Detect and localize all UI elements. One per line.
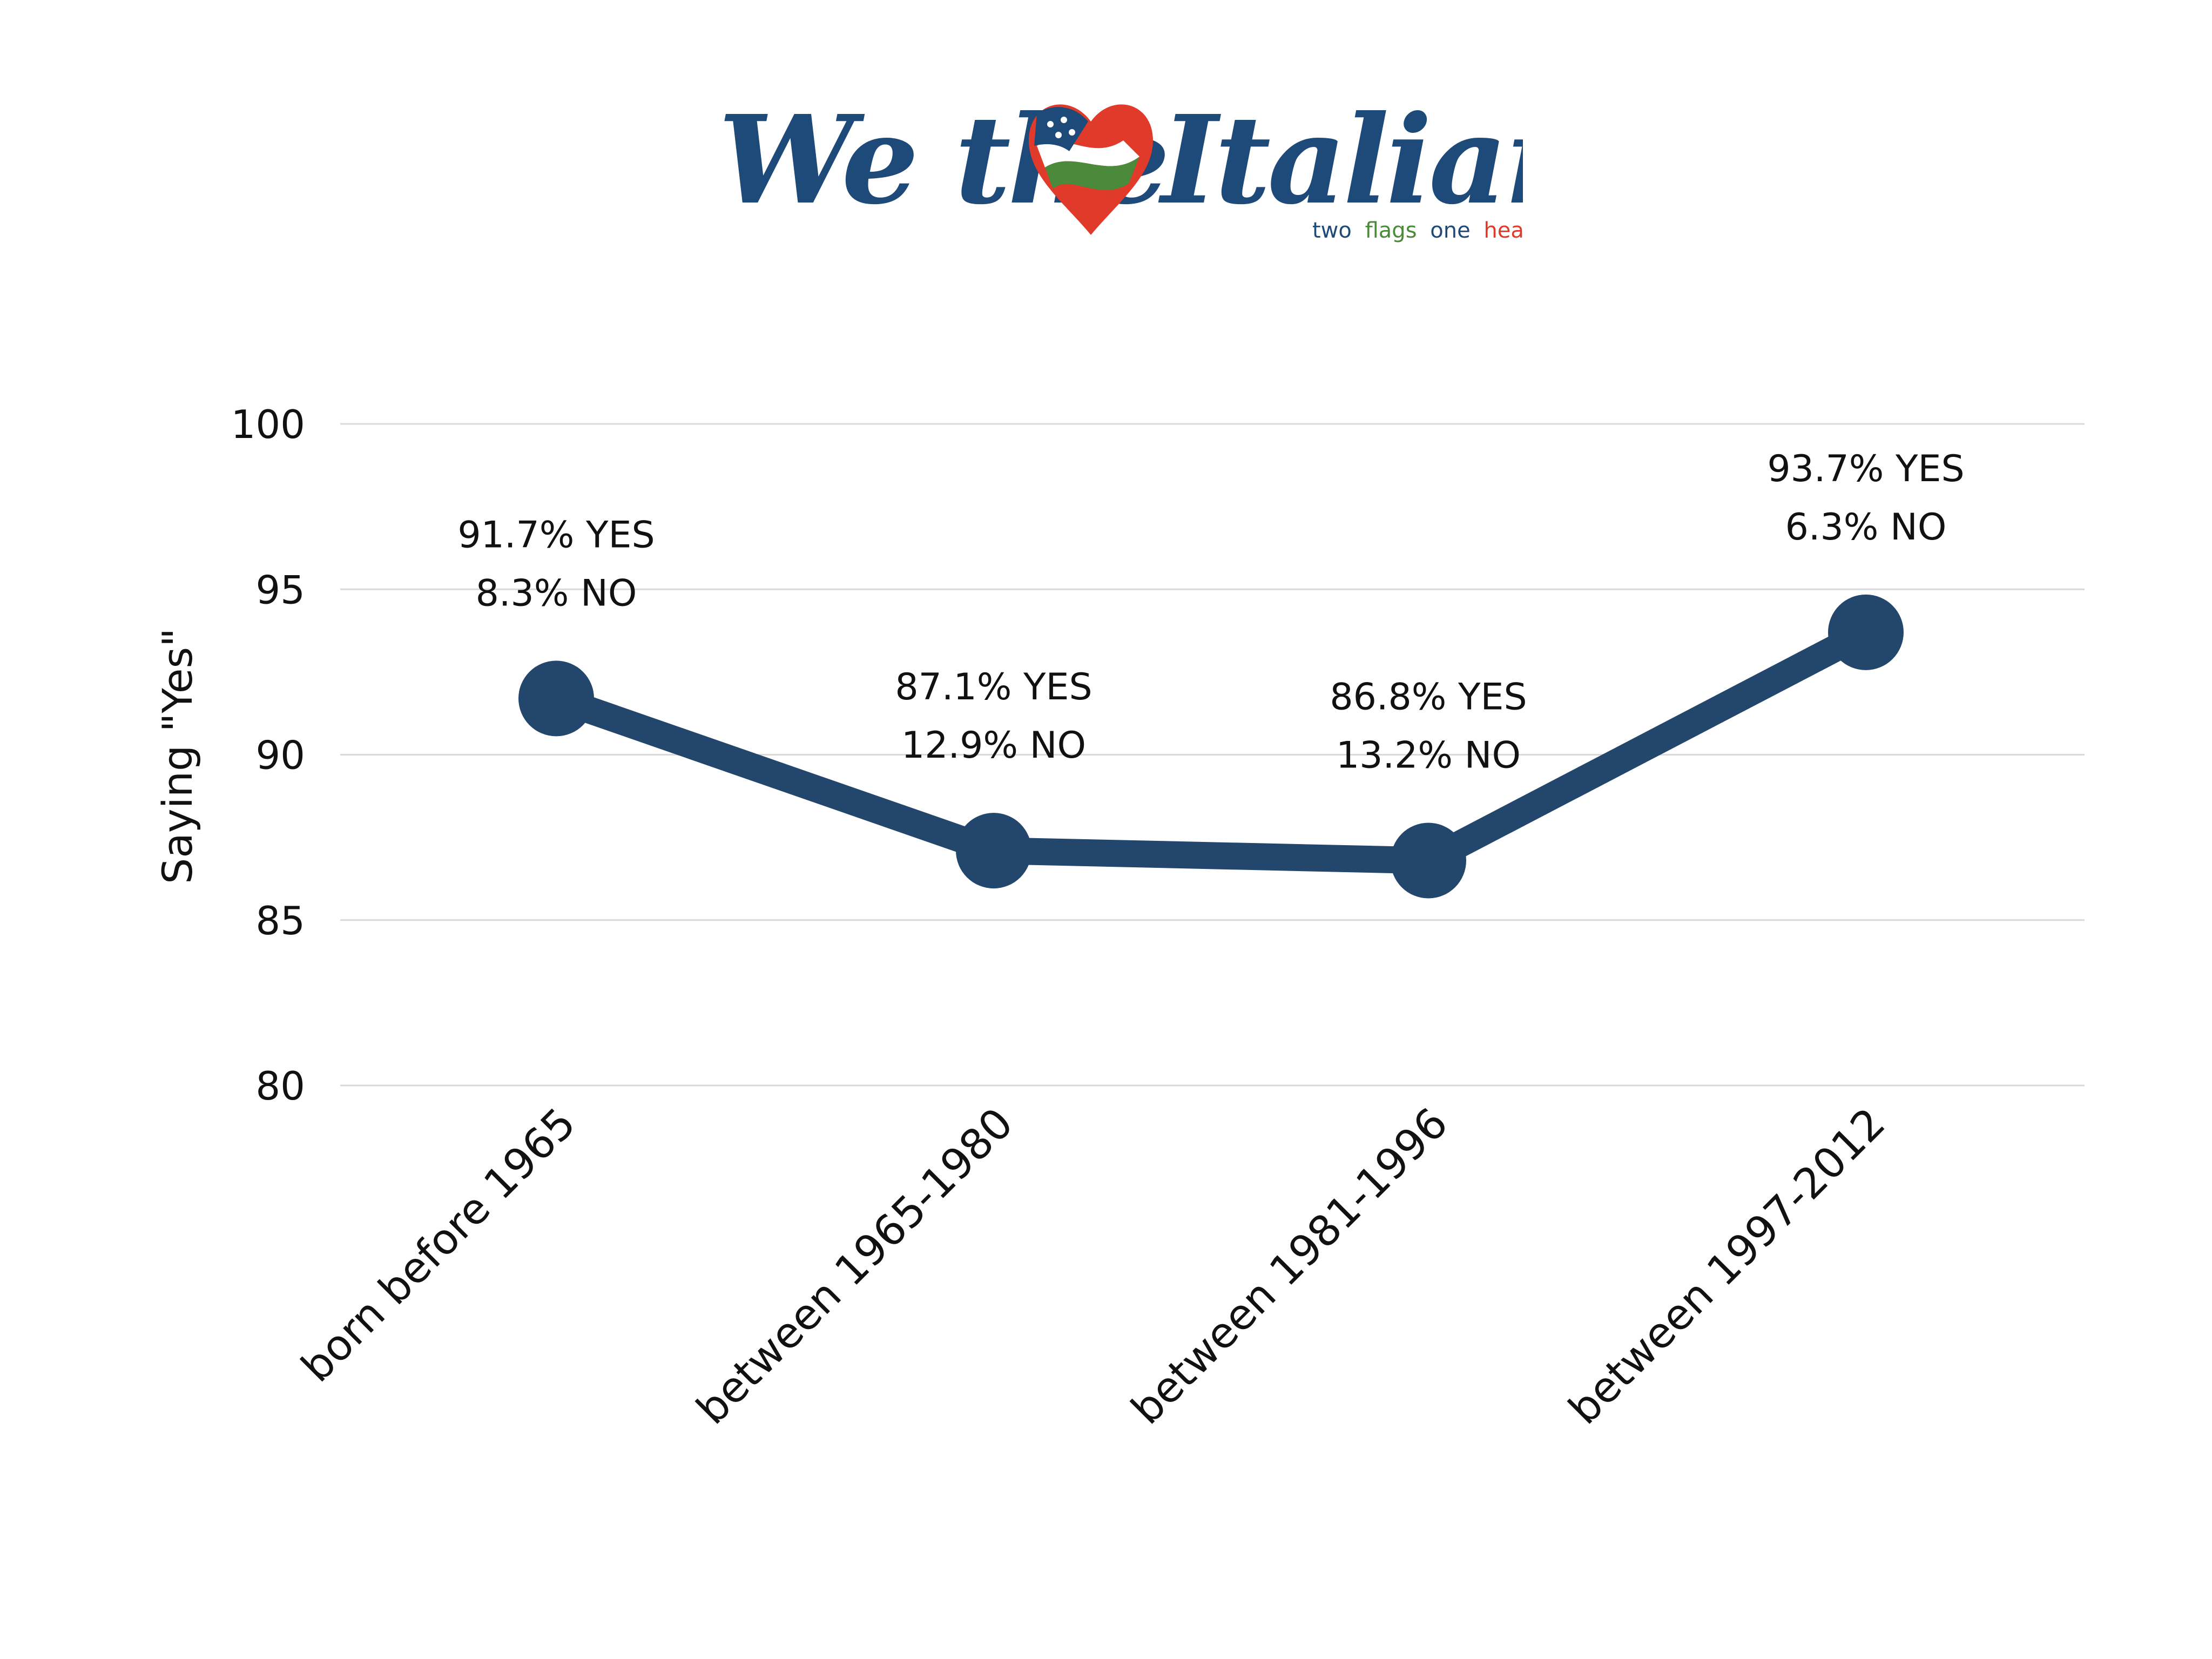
data-label-yes: 91.7% YES [457,514,655,556]
x-tick-label: born before 1965 [292,1099,585,1392]
series-line [551,620,1872,874]
data-point [518,660,594,737]
data-label-no: 13.2% NO [1336,734,1521,777]
logo-name-part2: Italians [1158,89,1523,232]
data-label-yes: 87.1% YES [895,666,1092,709]
tagline-word3: one [1430,218,1470,243]
tagline-word1: two [1312,218,1352,243]
y-tick-label: 80 [255,1063,305,1109]
data-label-no: 12.9% NO [901,724,1086,767]
data-labels: 91.7% YES 8.3% NO 87.1% YES 12.9% NO 86.8% Y… [457,448,1964,777]
data-point [1828,594,1904,670]
we-the-italians-logo: We the Italians two flags one heart [718,89,1523,243]
tagline-word2: flags [1365,218,1417,243]
data-points [518,594,1904,899]
y-tick-label: 85 [255,898,305,943]
y-axis-label: Saying "Yes" [153,628,201,884]
y-tick-label: 90 [255,733,305,778]
y-tick-label: 100 [231,402,305,447]
heart-flag-icon [1029,104,1153,235]
tagline-word4: heart [1483,218,1523,243]
x-axis-ticks: born before 1965 between 1965-1980 between… [292,1099,1894,1434]
x-tick-label: between 1981-1996 [1122,1099,1457,1434]
data-label-yes: 93.7% YES [1767,448,1964,490]
svg-text:two flags one hear: two flags one heart [1312,218,1523,243]
y-tick-label: 95 [255,567,305,612]
data-label-no: 6.3% NO [1785,506,1947,549]
data-point [1391,822,1466,899]
data-label-yes: 86.8% YES [1330,676,1527,719]
y-axis-ticks: 80 85 90 95 100 [231,402,305,1109]
x-tick-label: between 1997-2012 [1560,1099,1894,1434]
series-polyline [551,620,1872,874]
gridlines [340,423,2085,1087]
x-tick-label: between 1965-1980 [687,1099,1022,1434]
data-point [956,813,1031,889]
data-label-no: 8.3% NO [476,572,637,615]
